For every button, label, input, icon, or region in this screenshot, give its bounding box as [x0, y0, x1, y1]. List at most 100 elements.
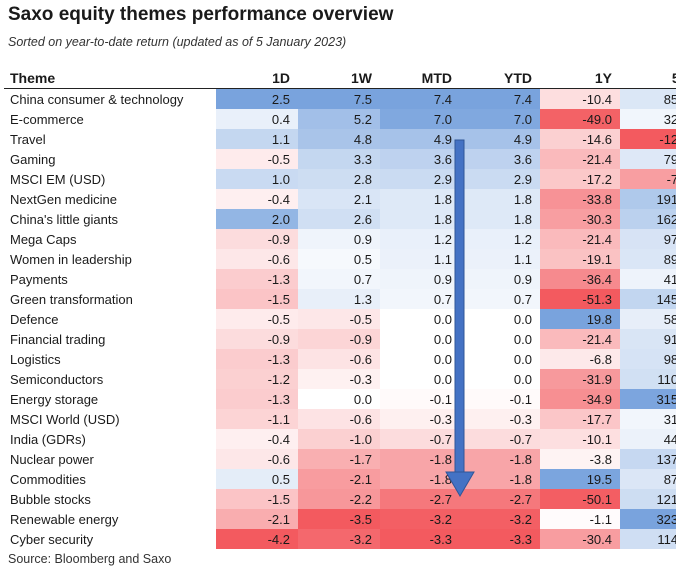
table-row: Payments-1.30.70.90.9-36.441.4 — [4, 269, 676, 289]
cell-1y: -50.1 — [540, 489, 620, 509]
cell-1y: -34.9 — [540, 389, 620, 409]
theme-name: Gaming — [10, 151, 56, 167]
header-mtd: MTD — [380, 68, 460, 89]
cell-5y: 315.4 — [620, 389, 676, 409]
header-1d: 1D — [216, 68, 298, 89]
cell-5y: 31.0 — [620, 409, 676, 429]
cell-1d: 1.1 — [216, 129, 298, 149]
cell-ytd: -2.7 — [460, 489, 540, 509]
cell-5y: 58.3 — [620, 309, 676, 329]
cell-mtd: -0.3 — [380, 409, 460, 429]
sort-direction-arrow-icon — [445, 139, 475, 497]
cell-5y: 110.6 — [620, 369, 676, 389]
cell-ytd: -0.1 — [460, 389, 540, 409]
cell-1w: -1.7 — [298, 449, 380, 469]
theme-name: Mega Caps — [10, 231, 77, 247]
theme-name: MSCI World (USD) — [10, 411, 120, 427]
cell-mtd: 1.2 — [380, 229, 460, 249]
source-note: Source: Bloomberg and Saxo — [8, 552, 172, 566]
cell-ytd: 0.0 — [460, 349, 540, 369]
cell-ytd: -1.8 — [460, 449, 540, 469]
cell-1w: -0.9 — [298, 329, 380, 349]
cell-ytd: 0.0 — [460, 309, 540, 329]
cell-mtd: 0.0 — [380, 329, 460, 349]
cell-1y: -17.2 — [540, 169, 620, 189]
cell-1y: -21.4 — [540, 149, 620, 169]
cell-1w: -0.6 — [298, 349, 380, 369]
table-body: China consumer & technology 2.5 7.5 7.4 7.4-… — [4, 88, 676, 549]
cell-1d: 2.5 — [216, 88, 298, 109]
cell-1d: -1.3 — [216, 269, 298, 289]
cell-1w: 1.3 — [298, 289, 380, 309]
cell-mtd: 0.0 — [380, 369, 460, 389]
cell-5y: 41.4 — [620, 269, 676, 289]
cell-5y: 85.6 — [620, 88, 676, 109]
cell-mtd: -3.2 — [380, 509, 460, 529]
cell-mtd: -0.7 — [380, 429, 460, 449]
cell-5y: 87.4 — [620, 469, 676, 489]
cell-ytd: 0.7 — [460, 289, 540, 309]
cell-1d: -1.3 — [216, 389, 298, 409]
cell-1d: -0.9 — [216, 229, 298, 249]
cell-mtd: 3.6 — [380, 149, 460, 169]
cell-mtd: 4.9 — [380, 129, 460, 149]
cell-mtd: 1.8 — [380, 189, 460, 209]
cell-1d: -2.1 — [216, 509, 298, 529]
theme-name: Payments — [10, 271, 68, 287]
cell-1y: -49.0 — [540, 109, 620, 129]
cell-ytd: 3.6 — [460, 149, 540, 169]
header-row: Theme 1D 1W MTD YTD 1Y 5Y — [4, 68, 676, 89]
cell-1w: -2.1 — [298, 469, 380, 489]
theme-name: E-commerce — [10, 111, 84, 127]
cell-5y: 44.5 — [620, 429, 676, 449]
cell-1w: -3.2 — [298, 529, 380, 549]
cell-1d: -1.5 — [216, 289, 298, 309]
cell-1y: -51.3 — [540, 289, 620, 309]
theme-name: NextGen medicine — [10, 191, 117, 207]
cell-5y: 89.4 — [620, 249, 676, 269]
cell-1y: -6.8 — [540, 349, 620, 369]
theme-name: Defence — [10, 311, 59, 327]
cell-mtd: -1.8 — [380, 449, 460, 469]
cell-ytd: 1.1 — [460, 249, 540, 269]
cell-ytd: 0.0 — [460, 329, 540, 349]
cell-1y: 19.8 — [540, 309, 620, 329]
theme-name: Cyber security — [10, 531, 94, 547]
cell-1d: -0.5 — [216, 149, 298, 169]
table-row: Green transformation -1.5 1.3 0.7 0.7 -51.3 14… — [4, 289, 676, 309]
cell-1d: -0.9 — [216, 329, 298, 349]
cell-1w: -0.3 — [298, 369, 380, 389]
cell-ytd: 7.4 — [460, 88, 540, 109]
cell-ytd: 7.0 — [460, 109, 540, 129]
table-row: Financial trading-0.9-0.90.00.0-21.491.6 — [4, 329, 676, 349]
theme-name: China's little giants — [10, 211, 118, 227]
theme-name: Logistics — [10, 351, 61, 367]
cell-5y: 91.6 — [620, 329, 676, 349]
cell-1y: -33.8 — [540, 189, 620, 209]
theme-name: Travel — [10, 131, 46, 147]
cell-1y: -19.1 — [540, 249, 620, 269]
cell-1d: -1.1 — [216, 409, 298, 429]
cell-ytd: 1.8 — [460, 189, 540, 209]
cell-5y: 121.2 — [620, 489, 676, 509]
cell-ytd: 4.9 — [460, 129, 540, 149]
cell-5y: 97.2 — [620, 229, 676, 249]
cell-1y: 19.5 — [540, 469, 620, 489]
table-row: Women in leadership-0.60.51.11.1-19.189.… — [4, 249, 676, 269]
cell-1y: -14.6 — [540, 129, 620, 149]
table-row: Logistics-1.3-0.60.00.0-6.898.9 — [4, 349, 676, 369]
arrow-head — [445, 471, 475, 497]
table-row: China consumer & technology 2.5 7.5 7.4 7.4-… — [4, 88, 676, 109]
cell-ytd: 1.8 — [460, 209, 540, 229]
header-theme: Theme — [4, 68, 216, 89]
cell-1w: 0.0 — [298, 389, 380, 409]
cell-1w: 5.2 — [298, 109, 380, 129]
cell-5y: -7.5 — [620, 169, 676, 189]
cell-mtd: 0.0 — [380, 309, 460, 329]
theme-name: Bubble stocks — [10, 491, 91, 507]
theme-name: Green transformation — [10, 291, 133, 307]
